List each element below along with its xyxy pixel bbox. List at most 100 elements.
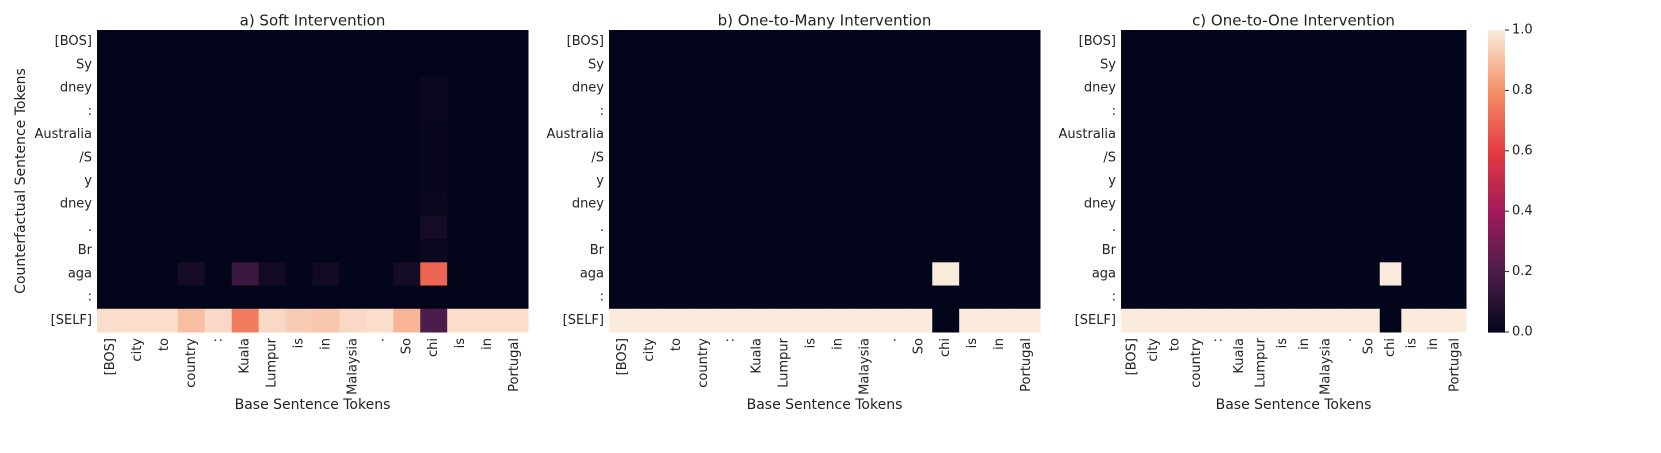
heatmap-cell [1444, 99, 1467, 124]
x-tick-label: in [1426, 338, 1441, 350]
heatmap-cell [905, 215, 933, 240]
heatmap-cell [905, 169, 933, 194]
colorbar-segment [1488, 286, 1505, 291]
heatmap-cell [312, 285, 340, 310]
heatmap-cell [447, 262, 475, 287]
heatmap-cell [824, 169, 852, 194]
heatmap-cell [285, 285, 313, 310]
heatmap-cell [285, 146, 313, 170]
heatmap-cell [1444, 285, 1467, 310]
heatmap-cell [123, 169, 152, 194]
colorbar-segment [1488, 30, 1505, 34]
heatmap-cell [366, 215, 394, 240]
heatmap-cell [339, 192, 367, 217]
heatmap-cell [1401, 215, 1424, 240]
heatmap-cell [123, 99, 152, 124]
heatmap-cell [1422, 146, 1445, 170]
x-tick-label: . [1340, 338, 1355, 342]
heatmap-cell [1121, 122, 1144, 147]
colorbar-segment [1488, 84, 1505, 88]
heatmap-cell [231, 146, 260, 170]
colorbar-segment [1488, 292, 1505, 297]
heatmap-cell [177, 76, 206, 101]
y-tick-label: dney [1084, 81, 1116, 96]
heatmap-cell [1293, 285, 1316, 310]
heatmap-cell [959, 122, 987, 147]
heatmap-cell [1401, 192, 1424, 217]
heatmap-cell [986, 262, 1014, 287]
heatmap-cell [420, 99, 448, 124]
heatmap-cell [1164, 76, 1187, 101]
heatmap-cell [1271, 53, 1294, 77]
heatmap-cell [420, 146, 448, 170]
heatmap-cell [851, 53, 879, 77]
heatmap-cell [1401, 76, 1424, 101]
colorbar-segment [1488, 69, 1505, 73]
colorbar-segment [1488, 280, 1505, 285]
colorbar-segment [1488, 181, 1505, 185]
x-tick-label: in [992, 338, 1007, 350]
x-tick-label: to [669, 338, 684, 351]
heatmap-cell [339, 146, 367, 170]
heatmap-cell [770, 169, 799, 194]
y-tick-label: : [1112, 290, 1116, 305]
heatmap-cell [1207, 192, 1230, 217]
heatmap-cell [878, 76, 906, 101]
heatmap-cell [1336, 169, 1359, 194]
heatmap-cell [1444, 169, 1467, 194]
x-axis-label: Base Sentence Tokens [235, 397, 391, 413]
heatmap-cell [393, 239, 421, 263]
heatmap-cell [1142, 122, 1165, 147]
heatmap-cell [986, 308, 1014, 333]
x-tick-label: Kuala [750, 338, 765, 374]
heatmap-cell [339, 99, 367, 124]
heatmap-cell [204, 146, 233, 170]
heatmap-cell [177, 215, 206, 240]
heatmap-cell [1293, 146, 1316, 170]
heatmap-cell [743, 285, 772, 310]
heatmap-cell [420, 53, 448, 77]
heatmap-cell [339, 53, 367, 77]
heatmap-cell [851, 99, 879, 124]
heatmap-cell [1271, 215, 1294, 240]
heatmap-cell [1207, 122, 1230, 147]
x-tick-label: country [184, 338, 199, 388]
heatmap-cell [474, 215, 502, 240]
heatmap-cell [339, 285, 367, 310]
heatmap-cell [231, 285, 260, 310]
heatmap-cell [986, 122, 1014, 147]
colorbar-segment [1488, 102, 1505, 107]
heatmap-cell [1358, 53, 1381, 77]
heatmap-cell [1250, 76, 1273, 101]
heatmap-cell [1379, 76, 1402, 101]
heatmap-cell [177, 262, 206, 287]
heatmap-cell [662, 169, 691, 194]
heatmap-cell [285, 192, 313, 217]
colorbar-segment [1488, 319, 1505, 324]
heatmap-cell [258, 30, 287, 54]
heatmap-cell [878, 192, 906, 217]
heatmap-cell [1142, 192, 1165, 217]
heatmap-cell [501, 30, 529, 54]
y-tick-label: aga [68, 266, 92, 281]
heatmap-cell [420, 30, 448, 54]
heatmap-cell [97, 76, 125, 101]
heatmap-cell [1358, 239, 1381, 263]
x-tick-label: is [292, 338, 307, 349]
x-tick-label: in [318, 338, 333, 350]
colorbar-segment [1488, 138, 1505, 143]
heatmap-cell [204, 99, 233, 124]
heatmap-cell [447, 76, 475, 101]
x-tick-label: is [1275, 338, 1290, 349]
heatmap-cell [258, 285, 287, 310]
heatmap-cell [689, 285, 718, 310]
colorbar-segment [1488, 129, 1505, 134]
heatmap-cell [1358, 122, 1381, 147]
heatmap-cell [797, 169, 825, 194]
heatmap-cell [393, 285, 421, 310]
colorbar-segment [1488, 322, 1505, 327]
heatmap-cell [393, 122, 421, 147]
heatmap-cell [716, 239, 745, 263]
colorbar-segment [1488, 202, 1505, 206]
